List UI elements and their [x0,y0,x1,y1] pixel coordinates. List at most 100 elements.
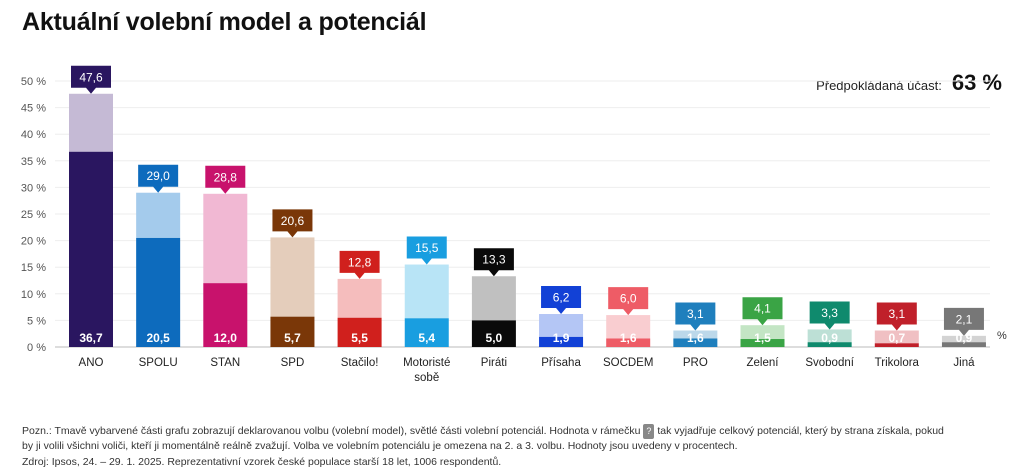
y-tick-label: 20 % [21,236,46,248]
potential-value-label: 13,3 [482,253,506,267]
turnout-label: Předpokládaná účast: [816,78,942,93]
y-tick-label: 40 % [21,129,46,141]
potential-callout [339,250,380,279]
footnote-text: Pozn.: Tmavě vybarvené části grafu zobra… [22,425,641,437]
footnote-text-rest: tak vyjadřuje celkový potenciál, který b… [22,425,944,452]
model-bar [874,343,919,347]
potential-value-label: 3,1 [888,307,905,321]
y-tick-label: 30 % [21,182,46,194]
potential-callout [608,287,649,316]
potential-bar [203,193,248,284]
model-value-label: 5,7 [284,331,301,345]
x-tick-label: STAN [210,357,240,369]
model-bar [740,339,785,347]
model-value-label: 36,7 [79,331,103,345]
potential-bar [807,329,852,343]
potential-callout [675,302,716,331]
model-bar [69,151,113,347]
potential-callout [138,164,179,193]
percent-marker: % [997,330,1007,342]
potential-callout [742,297,783,326]
potential-bar [69,93,113,152]
x-tick-label: Svobodní [805,357,854,369]
potential-value-label: 3,1 [687,307,704,321]
bar-chart: 0 % 5 % 10 % 15 % 20 % 25 % 30 % 35 % 40 % 45 % 50… [21,65,1007,384]
potential-callout [406,236,447,265]
model-value-label: 5,4 [418,331,435,345]
model-value-label: 0,9 [821,331,838,345]
y-tick-label: 25 % [21,209,46,221]
model-bar [539,336,584,347]
model-bar [270,316,315,347]
potential-value-label: 15,5 [415,241,439,255]
potential-callout [809,301,850,330]
model-bar [404,318,449,347]
y-tick-label: 15 % [21,262,46,274]
model-bar [673,338,718,347]
potential-callout [71,65,111,94]
potential-value-label: 3,3 [821,306,838,320]
potential-value-label: 6,2 [553,291,570,305]
footnote: Pozn.: Tmavě vybarvené části grafu zobra… [22,424,952,454]
potential-bar [404,264,449,319]
potential-bar [270,237,315,317]
x-tick-label: Motoristé [403,357,450,369]
y-tick-label: 10 % [21,289,46,301]
model-value-label: 1,5 [754,331,771,345]
model-bar [337,317,382,347]
model-bar [136,237,181,347]
x-tick-label: ANO [79,357,104,369]
x-tick-label: SOCDEM [603,357,653,369]
model-value-label: 12,0 [214,331,238,345]
x-tick-label: Piráti [481,357,507,369]
model-value-label: 0,9 [956,331,973,345]
potential-bar [673,330,718,339]
x-tick-label: SPD [281,357,305,369]
bars: 36,7 47,6 20,5 29,0 12,0 28,8 5,7 20,6 5,5 12,8 5,… [69,65,986,347]
potential-bar [874,330,919,344]
y-axis: 0 % 5 % 10 % 15 % 20 % 25 % 30 % 35 % 40 % 45 % 50… [21,76,46,354]
potential-bar [606,315,651,339]
potential-value-label: 12,8 [348,255,372,269]
model-bar [203,283,248,347]
potential-callout [541,286,582,315]
x-tick-label: Trikolora [875,357,920,369]
x-tick-label: Přísaha [541,357,581,369]
y-tick-label: 0 % [27,342,46,354]
model-bar [471,320,516,347]
potential-value-label: 2,1 [956,312,973,326]
potential-value-label: 47,6 [79,70,103,84]
x-tick-label: Zelení [747,357,780,369]
model-value-label: 0,7 [888,331,905,345]
potential-bar [539,314,584,337]
potential-value-label: 4,1 [754,302,771,316]
potential-callout [205,165,246,194]
model-value-label: 1,9 [553,331,570,345]
gridlines [55,80,990,348]
potential-callout [876,302,917,331]
potential-bar [337,278,382,318]
turnout-readout: Předpokládaná účast: 63 % [816,70,1002,96]
y-tick-label: 35 % [21,156,46,168]
turnout-value: 63 % [951,70,1002,95]
x-tick-label: SPOLU [139,357,178,369]
potential-value-label: 29,0 [146,169,170,183]
potential-value-label: 28,8 [214,170,238,184]
x-tick-label: sobě [414,372,439,384]
source-note: Zdroj: Ipsos, 24. – 29. 1. 2025. Repreze… [22,456,502,468]
potential-bar [471,276,516,321]
y-tick-label: 50 % [21,76,46,88]
potential-value-label: 20,6 [281,214,305,228]
model-value-label: 20,5 [146,331,170,345]
potential-bar [740,325,785,340]
potential-bar [941,335,986,343]
potential-bar [136,192,181,238]
x-tick-label: Jiná [953,357,975,369]
model-bar [807,342,852,347]
x-axis: ANO SPOLU STAN SPD Stačilo! Motoristé sobě Pirá… [79,330,1007,384]
potential-box-sample: ? [643,424,655,439]
model-bar [606,338,651,347]
model-value-label: 1,6 [687,331,704,345]
potential-callout [473,248,514,277]
model-bar [941,342,986,347]
